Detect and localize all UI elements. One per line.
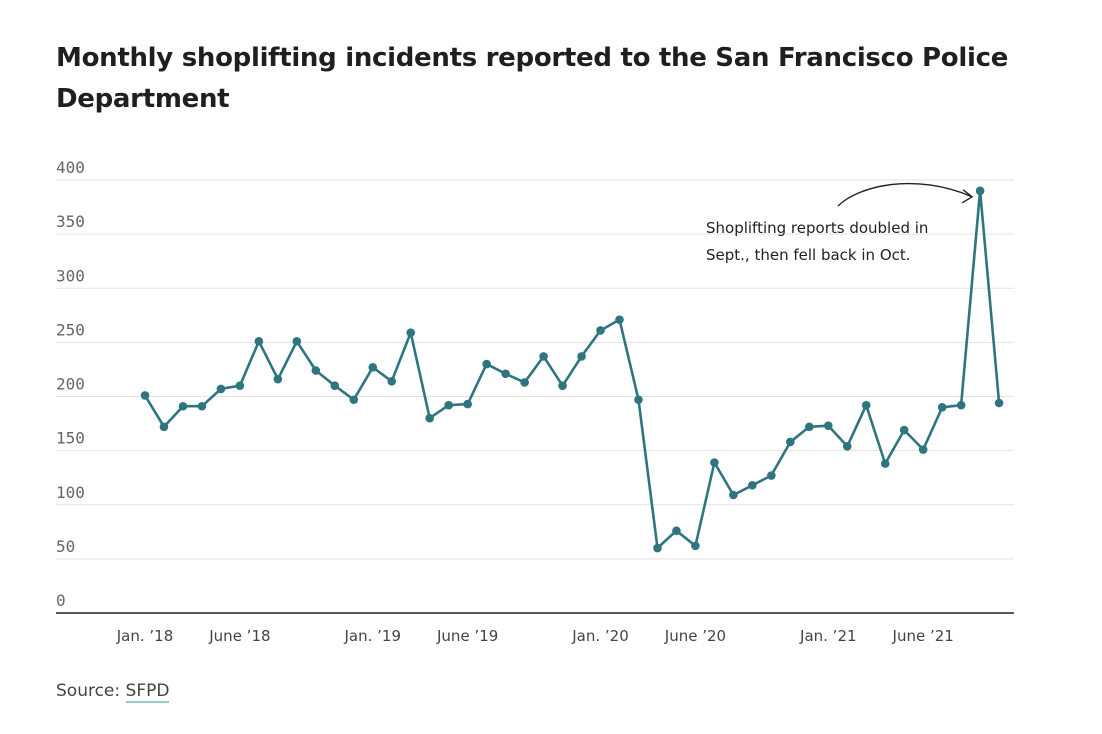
data-point bbox=[710, 458, 719, 467]
data-point bbox=[159, 422, 169, 432]
data-point bbox=[975, 186, 985, 196]
data-point bbox=[615, 315, 624, 324]
data-point bbox=[140, 391, 150, 400]
chart-title: Monthly shoplifting incidents reported t… bbox=[56, 43, 1009, 114]
data-point bbox=[311, 366, 321, 375]
data-point bbox=[425, 413, 435, 423]
x-tick-label: June ’21 bbox=[892, 627, 954, 645]
data-point bbox=[178, 401, 188, 411]
data-point bbox=[596, 326, 605, 335]
data-point bbox=[330, 381, 340, 390]
data-point bbox=[729, 490, 738, 500]
data-point bbox=[748, 480, 757, 490]
data-point bbox=[805, 422, 814, 432]
data-point bbox=[577, 352, 586, 361]
source-line: Source: SFPD bbox=[56, 681, 170, 703]
data-point bbox=[842, 441, 852, 451]
x-tick-label: June ’20 bbox=[664, 627, 726, 645]
data-point bbox=[520, 378, 529, 387]
series-points bbox=[140, 186, 1004, 553]
y-tick-label: 50 bbox=[56, 537, 75, 556]
data-point bbox=[254, 336, 264, 346]
gridlines bbox=[56, 179, 1014, 560]
data-point bbox=[994, 398, 1004, 408]
data-point bbox=[273, 374, 283, 384]
data-point bbox=[823, 421, 833, 431]
data-point bbox=[463, 399, 472, 409]
annotation-line-2: Sept., then fell back in Oct. bbox=[706, 246, 911, 264]
data-point bbox=[368, 362, 378, 372]
data-point bbox=[653, 543, 662, 553]
source-link[interactable]: SFPD bbox=[125, 681, 170, 703]
data-point bbox=[235, 381, 245, 390]
data-point bbox=[292, 336, 302, 346]
source-label: Source: bbox=[56, 681, 121, 701]
y-axis-ticks: 0 50 100 150 200 250 300 350 400 bbox=[56, 158, 85, 610]
data-point bbox=[937, 403, 947, 412]
data-point bbox=[444, 400, 453, 410]
data-point bbox=[482, 359, 491, 369]
data-point bbox=[918, 445, 928, 454]
x-tick-label: Jan. ’19 bbox=[344, 627, 402, 645]
x-tick-label: June ’18 bbox=[208, 627, 270, 645]
data-point bbox=[387, 377, 397, 386]
y-tick-label: 150 bbox=[56, 429, 85, 448]
data-point bbox=[880, 459, 890, 468]
data-point bbox=[406, 328, 416, 337]
data-point bbox=[349, 395, 359, 405]
x-tick-label: Jan. ’20 bbox=[571, 627, 629, 645]
annotation-arrow bbox=[837, 182, 973, 207]
data-point bbox=[539, 352, 548, 361]
x-tick-label: Jan. ’18 bbox=[116, 627, 174, 645]
annotation-arrowhead bbox=[961, 189, 974, 204]
data-point bbox=[786, 437, 795, 447]
x-tick-label: Jan. ’21 bbox=[799, 627, 857, 645]
data-point bbox=[767, 471, 776, 480]
data-point bbox=[197, 401, 207, 411]
data-point bbox=[558, 381, 567, 390]
annotation: Shoplifting reports doubled in Sept., th… bbox=[706, 182, 974, 264]
data-point bbox=[672, 526, 681, 536]
data-point bbox=[691, 541, 700, 551]
data-point bbox=[899, 425, 909, 435]
y-tick-label: 300 bbox=[56, 266, 85, 285]
x-tick-label: June ’19 bbox=[436, 627, 498, 645]
y-tick-label: 100 bbox=[56, 483, 85, 502]
y-tick-label: 350 bbox=[56, 212, 85, 231]
y-tick-label: 0 bbox=[56, 591, 66, 610]
annotation-line-1: Shoplifting reports doubled in bbox=[706, 219, 928, 237]
y-tick-label: 200 bbox=[56, 375, 85, 394]
x-axis-ticks: Jan. ’18 June ’18 Jan. ’19 June ’19 Jan. ’20… bbox=[116, 627, 954, 645]
data-point bbox=[956, 400, 966, 410]
data-point bbox=[861, 400, 871, 410]
data-point bbox=[216, 384, 226, 394]
y-tick-label: 250 bbox=[56, 320, 85, 339]
y-tick-label: 400 bbox=[56, 158, 85, 177]
series-line bbox=[143, 189, 1001, 550]
data-point bbox=[501, 369, 510, 379]
data-point bbox=[634, 395, 643, 405]
